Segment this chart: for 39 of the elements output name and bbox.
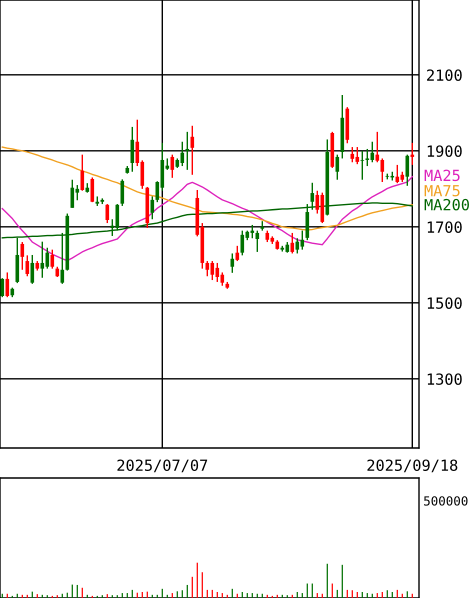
candlestick — [406, 154, 410, 187]
candlestick — [86, 182, 90, 194]
candlestick — [0, 277, 4, 298]
candlestick — [30, 254, 34, 285]
y-tick-label: 1900 — [428, 145, 462, 157]
y-tick-label: 1300 — [428, 373, 462, 385]
candlestick — [186, 131, 190, 171]
y-tick-label: 1500 — [428, 297, 462, 309]
line-series — [2, 146, 413, 231]
text: 500000 — [424, 496, 468, 506]
candlestick — [20, 241, 24, 270]
series-label: MA75 — [424, 185, 460, 196]
candlestick — [170, 154, 174, 179]
candlestick — [410, 142, 414, 166]
candlestick — [80, 154, 84, 192]
candlestick — [290, 232, 294, 254]
candlestick — [130, 126, 134, 172]
candlestick — [106, 203, 110, 224]
candlestick — [230, 252, 234, 274]
candlestick — [120, 178, 124, 207]
candlestick — [10, 286, 14, 298]
candlestick — [56, 266, 60, 278]
candlestick — [90, 176, 94, 203]
candlestick — [50, 248, 54, 270]
candlestick — [190, 125, 194, 176]
candlestick — [6, 272, 10, 298]
candlestick — [26, 254, 30, 277]
series-label: MA25 — [424, 170, 460, 182]
x-tick-label: 2025/07/07 — [117, 459, 208, 472]
candlestick — [276, 239, 280, 250]
x-tick-label: 2025/09/18 — [367, 459, 458, 472]
candlestick — [336, 154, 340, 180]
candlestick — [150, 196, 154, 220]
candlestick — [256, 230, 260, 253]
series-label: MA200 — [424, 198, 469, 210]
y-tick-label: 1700 — [428, 221, 462, 233]
y-tick-label: 2100 — [427, 69, 462, 81]
candlestick — [236, 245, 240, 262]
candlestick — [36, 260, 40, 272]
